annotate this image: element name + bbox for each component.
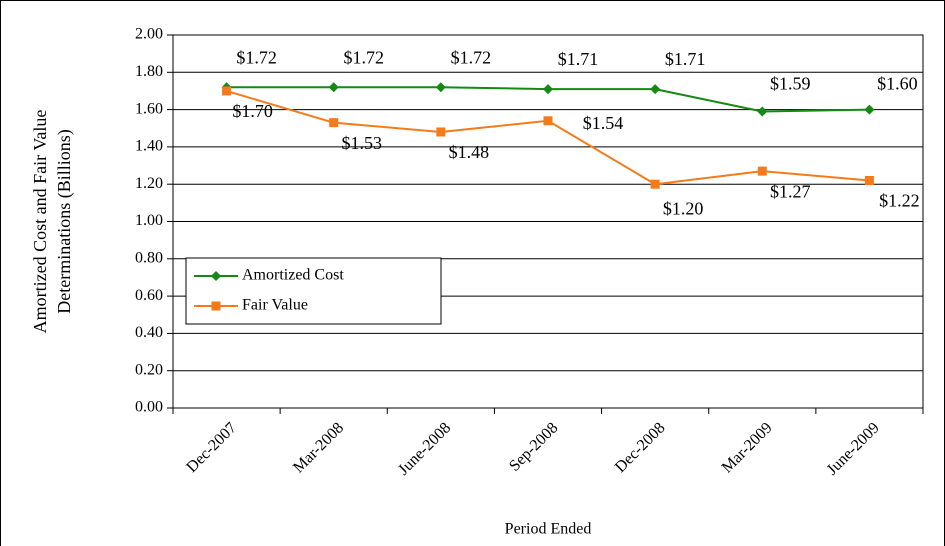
- legend-box: [185, 257, 442, 325]
- data-label: $1.59: [770, 74, 811, 94]
- marker: [328, 82, 339, 93]
- y-tick-label: 0.60: [135, 287, 163, 304]
- marker: [650, 179, 660, 189]
- data-label: $1.71: [558, 49, 599, 69]
- data-label: $1.71: [665, 49, 706, 69]
- data-label: $1.27: [770, 181, 811, 201]
- y-tick-label: 0.80: [135, 249, 163, 266]
- y-tick-label: 0.20: [135, 361, 163, 378]
- marker: [329, 118, 339, 128]
- marker: [222, 86, 232, 96]
- marker: [211, 271, 221, 281]
- y-tick-label: 0.00: [135, 399, 163, 416]
- y-tick-label: 1.60: [135, 100, 163, 117]
- marker: [543, 84, 553, 95]
- y-tick-label: 2.00: [135, 26, 163, 43]
- marker: [543, 116, 553, 126]
- x-axis-title: Period Ended: [505, 521, 592, 538]
- data-label: $1.54: [583, 113, 624, 133]
- marker: [757, 106, 768, 117]
- y-tick-label: 1.00: [135, 212, 163, 229]
- data-label: $1.22: [879, 191, 920, 211]
- marker: [864, 104, 875, 115]
- data-label: $1.70: [232, 101, 273, 121]
- y-tick-label: 0.40: [135, 324, 163, 341]
- marker: [650, 84, 661, 95]
- legend-label: Fair Value: [242, 297, 308, 314]
- marker: [864, 175, 874, 185]
- marker: [436, 127, 446, 137]
- y-axis-title: Determinations (Billions): [54, 129, 75, 313]
- y-tick-label: 1.20: [135, 175, 163, 192]
- data-label: $1.20: [663, 198, 704, 218]
- y-axis-title: Amortized Cost and Fair Value: [30, 110, 50, 334]
- y-tick-label: 1.40: [135, 138, 163, 155]
- data-label: $1.72: [451, 47, 492, 67]
- plot-area: [172, 34, 924, 409]
- y-tick-label: 1.80: [135, 63, 163, 80]
- legend-label: Amortized Cost: [242, 267, 344, 284]
- data-label: $1.72: [236, 47, 277, 67]
- marker: [757, 166, 767, 176]
- data-label: $1.53: [341, 133, 382, 153]
- data-label: $1.60: [877, 74, 918, 94]
- marker: [211, 301, 221, 311]
- marker: [435, 82, 446, 93]
- data-label: $1.48: [449, 142, 490, 162]
- data-label: $1.72: [343, 47, 384, 67]
